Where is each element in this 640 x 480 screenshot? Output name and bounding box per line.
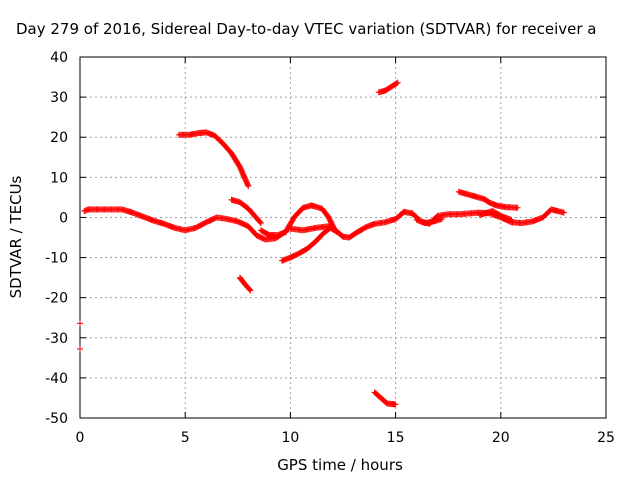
x-tick-label: 25 xyxy=(597,430,615,446)
data-segment xyxy=(375,79,401,96)
data-point xyxy=(247,287,254,294)
y-tick-label: -40 xyxy=(45,371,68,387)
data-point xyxy=(394,79,401,86)
data-segment xyxy=(236,274,254,294)
data-segment xyxy=(228,196,264,227)
data-segment xyxy=(175,129,252,190)
chart-title: Day 279 of 2016, Sidereal Day-to-day VTE… xyxy=(16,20,597,38)
data-segment xyxy=(278,224,334,264)
data-point xyxy=(283,228,290,235)
data-point xyxy=(257,219,264,226)
y-tick-label: -30 xyxy=(45,331,68,347)
y-axis-label: SDTVAR / TECUs xyxy=(7,175,25,298)
data-segment xyxy=(455,188,521,211)
data-segment xyxy=(77,346,83,353)
x-tick-label: 15 xyxy=(387,430,405,446)
data-segment xyxy=(77,320,83,327)
data-point xyxy=(508,216,515,223)
data-point xyxy=(333,228,340,235)
x-tick-label: 0 xyxy=(76,430,85,446)
y-tick-label: -20 xyxy=(45,291,68,307)
axis-ticks: 0 5 10 15 20 25 40 30 20 10 0 -10 -20 -30 -40 -50 xyxy=(45,50,615,446)
x-tick-label: 5 xyxy=(181,430,190,446)
y-tick-label: 10 xyxy=(50,170,68,186)
y-tick-label: 30 xyxy=(50,90,68,106)
data-point xyxy=(77,346,83,353)
x-axis-label: GPS time / hours xyxy=(277,456,403,474)
data-points xyxy=(77,79,567,408)
data-segment xyxy=(476,208,515,223)
y-tick-label: 0 xyxy=(59,210,68,226)
data-segment xyxy=(371,389,399,408)
data-point xyxy=(77,320,83,327)
data-point xyxy=(332,228,339,235)
y-tick-label: -50 xyxy=(45,411,68,427)
data-segment xyxy=(257,227,290,239)
data-segment xyxy=(413,216,445,227)
y-tick-label: 20 xyxy=(50,130,68,146)
data-point xyxy=(392,401,399,408)
y-tick-label: 40 xyxy=(50,50,68,66)
data-point xyxy=(438,216,445,223)
data-point xyxy=(514,204,521,211)
grid-lines xyxy=(80,57,606,418)
data-point xyxy=(560,209,567,216)
x-tick-label: 10 xyxy=(281,430,299,446)
data-point xyxy=(245,183,252,190)
data-segment xyxy=(81,202,567,243)
data-point xyxy=(246,286,253,293)
data-point xyxy=(393,80,400,87)
data-segment xyxy=(287,223,340,235)
y-tick-label: -10 xyxy=(45,251,68,267)
x-tick-label: 20 xyxy=(492,430,510,446)
plot-frame xyxy=(79,56,607,419)
data-point xyxy=(257,220,264,227)
